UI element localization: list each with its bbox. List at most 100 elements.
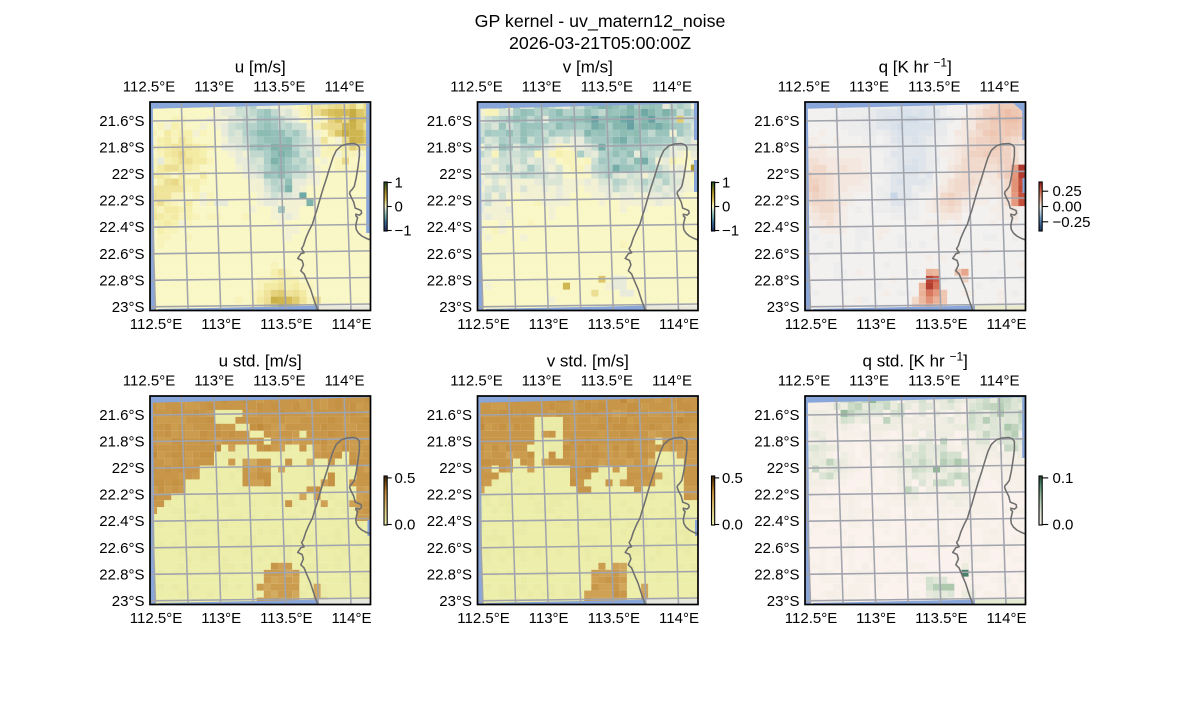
svg-text:−1: −1 xyxy=(395,223,412,240)
svg-text:21.8°S: 21.8°S xyxy=(427,140,472,157)
svg-text:113.5°E: 113.5°E xyxy=(260,316,312,333)
svg-text:21.8°S: 21.8°S xyxy=(754,140,799,157)
svg-text:21.6°S: 21.6°S xyxy=(754,407,799,424)
svg-text:22.8°S: 22.8°S xyxy=(754,566,799,583)
svg-text:21.8°S: 21.8°S xyxy=(427,434,472,451)
svg-text:22°S: 22°S xyxy=(767,166,800,183)
svg-text:0.1: 0.1 xyxy=(1053,470,1074,487)
svg-text:113°E: 113°E xyxy=(522,79,562,96)
svg-text:22.2°S: 22.2°S xyxy=(99,193,144,210)
svg-text:113°E: 113°E xyxy=(849,79,889,96)
svg-text:113.5°E: 113.5°E xyxy=(253,79,305,96)
svg-text:22.6°S: 22.6°S xyxy=(99,540,144,557)
svg-text:113.5°E: 113.5°E xyxy=(581,373,633,390)
svg-text:0.0: 0.0 xyxy=(722,517,743,534)
svg-text:113.5°E: 113.5°E xyxy=(908,373,960,390)
svg-text:22°S: 22°S xyxy=(439,166,472,183)
svg-text:114°E: 114°E xyxy=(659,610,699,627)
svg-text:0.0: 0.0 xyxy=(395,517,416,534)
svg-text:22.6°S: 22.6°S xyxy=(754,540,799,557)
svg-text:23°S: 23°S xyxy=(439,299,472,316)
svg-text:114°E: 114°E xyxy=(325,79,365,96)
svg-text:23°S: 23°S xyxy=(112,299,145,316)
svg-text:0: 0 xyxy=(395,199,403,216)
svg-text:u [m/s]: u [m/s] xyxy=(235,58,286,77)
svg-text:−0.25: −0.25 xyxy=(1053,214,1091,231)
svg-text:112.5°E: 112.5°E xyxy=(130,610,182,627)
svg-text:22°S: 22°S xyxy=(767,460,800,477)
svg-text:113.5°E: 113.5°E xyxy=(253,373,305,390)
svg-text:v [m/s]: v [m/s] xyxy=(563,58,613,77)
svg-text:112.5°E: 112.5°E xyxy=(450,79,502,96)
svg-text:0.00: 0.00 xyxy=(1053,199,1082,216)
svg-text:113°E: 113°E xyxy=(194,373,234,390)
svg-text:22.2°S: 22.2°S xyxy=(427,193,472,210)
svg-text:22°S: 22°S xyxy=(112,166,145,183)
svg-text:21.6°S: 21.6°S xyxy=(99,113,144,130)
svg-text:22.2°S: 22.2°S xyxy=(754,193,799,210)
svg-text:114°E: 114°E xyxy=(980,373,1020,390)
svg-text:22.6°S: 22.6°S xyxy=(754,246,799,263)
svg-text:0.5: 0.5 xyxy=(722,470,743,487)
svg-text:23°S: 23°S xyxy=(439,593,472,610)
svg-text:113.5°E: 113.5°E xyxy=(260,610,312,627)
svg-text:113°E: 113°E xyxy=(529,610,569,627)
svg-text:u std. [m/s]: u std. [m/s] xyxy=(219,352,302,371)
svg-text:22.8°S: 22.8°S xyxy=(99,272,144,289)
svg-text:113°E: 113°E xyxy=(856,316,896,333)
svg-text:0.25: 0.25 xyxy=(1053,183,1082,200)
svg-text:22.6°S: 22.6°S xyxy=(427,540,472,557)
svg-text:114°E: 114°E xyxy=(987,610,1027,627)
svg-text:113.5°E: 113.5°E xyxy=(915,316,967,333)
svg-text:114°E: 114°E xyxy=(980,79,1020,96)
svg-text:113.5°E: 113.5°E xyxy=(588,316,640,333)
svg-text:22.2°S: 22.2°S xyxy=(99,487,144,504)
svg-text:113°E: 113°E xyxy=(856,610,896,627)
svg-text:0.0: 0.0 xyxy=(1053,517,1074,534)
svg-text:1: 1 xyxy=(722,175,730,192)
svg-text:2026-03-21T05:00:00Z: 2026-03-21T05:00:00Z xyxy=(509,33,691,53)
svg-text:22.8°S: 22.8°S xyxy=(754,272,799,289)
svg-text:22.4°S: 22.4°S xyxy=(427,513,472,530)
svg-text:113.5°E: 113.5°E xyxy=(915,610,967,627)
svg-text:114°E: 114°E xyxy=(987,316,1027,333)
svg-text:112.5°E: 112.5°E xyxy=(457,316,509,333)
svg-text:113°E: 113°E xyxy=(849,373,889,390)
svg-text:0.5: 0.5 xyxy=(395,470,416,487)
svg-text:v std. [m/s]: v std. [m/s] xyxy=(547,352,629,371)
svg-text:113°E: 113°E xyxy=(529,316,569,333)
svg-text:114°E: 114°E xyxy=(659,316,699,333)
svg-text:1: 1 xyxy=(395,175,403,192)
svg-text:23°S: 23°S xyxy=(112,593,145,610)
svg-text:114°E: 114°E xyxy=(332,610,372,627)
svg-text:113.5°E: 113.5°E xyxy=(581,79,633,96)
svg-text:113.5°E: 113.5°E xyxy=(908,79,960,96)
svg-text:22.6°S: 22.6°S xyxy=(427,246,472,263)
svg-text:22.2°S: 22.2°S xyxy=(754,487,799,504)
svg-text:22.2°S: 22.2°S xyxy=(427,487,472,504)
svg-text:114°E: 114°E xyxy=(652,79,692,96)
svg-text:GP kernel - uv_matern12_noise: GP kernel - uv_matern12_noise xyxy=(475,11,726,32)
svg-text:21.6°S: 21.6°S xyxy=(754,113,799,130)
svg-text:22.4°S: 22.4°S xyxy=(99,219,144,236)
svg-text:114°E: 114°E xyxy=(332,316,372,333)
svg-text:112.5°E: 112.5°E xyxy=(123,373,175,390)
svg-text:113°E: 113°E xyxy=(522,373,562,390)
svg-text:113°E: 113°E xyxy=(201,316,241,333)
svg-text:22.8°S: 22.8°S xyxy=(99,566,144,583)
svg-text:22.4°S: 22.4°S xyxy=(427,219,472,236)
svg-text:22°S: 22°S xyxy=(439,460,472,477)
svg-text:22.4°S: 22.4°S xyxy=(99,513,144,530)
svg-text:21.8°S: 21.8°S xyxy=(99,140,144,157)
svg-text:112.5°E: 112.5°E xyxy=(778,373,830,390)
svg-text:21.6°S: 21.6°S xyxy=(427,113,472,130)
svg-text:112.5°E: 112.5°E xyxy=(130,316,182,333)
svg-text:−1: −1 xyxy=(722,223,739,240)
svg-text:22.8°S: 22.8°S xyxy=(427,272,472,289)
svg-text:q std. [K hr −1]: q std. [K hr −1] xyxy=(863,350,968,371)
svg-text:21.8°S: 21.8°S xyxy=(99,434,144,451)
svg-text:22.4°S: 22.4°S xyxy=(754,513,799,530)
svg-text:112.5°E: 112.5°E xyxy=(778,79,830,96)
svg-text:113.5°E: 113.5°E xyxy=(588,610,640,627)
svg-text:114°E: 114°E xyxy=(652,373,692,390)
